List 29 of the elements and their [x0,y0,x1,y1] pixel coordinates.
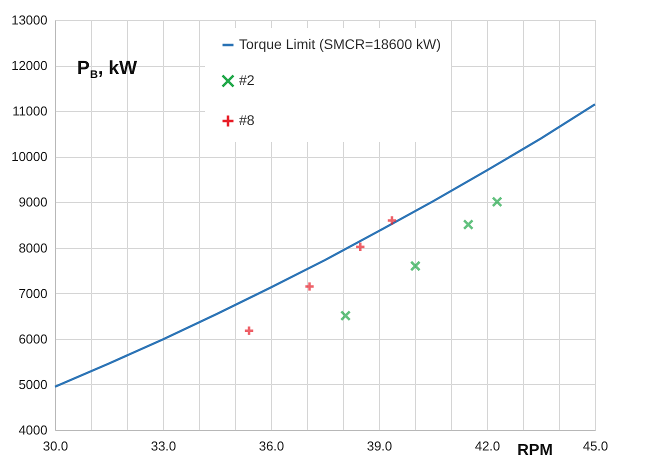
x-tick-label: 36.0 [258,438,284,454]
legend-label: Torque Limit (SMCR=18600 kW) [239,36,441,52]
point [462,219,474,230]
y-tick-label: 8000 [18,240,48,256]
y-tick-label: 4000 [18,422,48,438]
x-tick-label: 30.0 [42,438,68,454]
y-tick-label: 12000 [11,58,48,74]
y-tick-label: 13000 [11,12,48,28]
point [386,215,398,226]
x-tick-label: 45.0 [582,438,608,454]
point [304,281,315,292]
x-tick-label: 39.0 [366,438,392,454]
point [354,241,366,252]
legend-label: #2 [239,72,255,88]
y-tick-label: 7000 [18,286,48,301]
y-tick-label: 5000 [18,376,48,392]
y-tick-label: 9000 [18,194,48,210]
x-tick-label: 42.0 [474,438,500,454]
y-tick-label: 11000 [12,104,48,119]
x-tick-label: 33.0 [150,438,176,454]
x-axis-title: RPM [517,442,553,459]
line-series [54,103,596,388]
point [340,310,351,322]
point [244,325,254,336]
point [492,196,503,208]
y-tick-label: 10000 [11,149,48,164]
y-tick-label: 6000 [18,331,48,346]
point [410,260,421,272]
legend-label: #8 [239,112,255,128]
